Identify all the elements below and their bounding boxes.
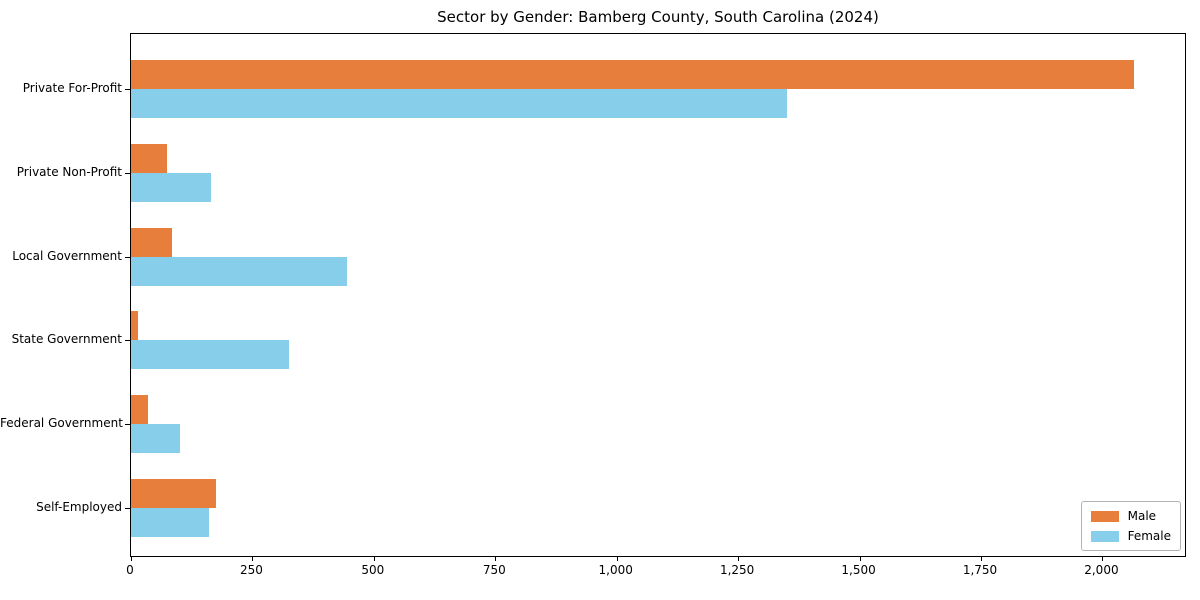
ytick-label-state-government: State Government [11,332,122,347]
bar-male-private-non-profit [131,143,168,173]
xtick-label-0: 0 [126,563,134,577]
xtick-mark-1,250 [738,557,740,561]
xtick-label-1,000: 1,000 [598,563,633,577]
bar-female-local-government [131,256,348,286]
xtick-label-750: 750 [482,563,506,577]
legend-swatch-male [1090,510,1119,522]
ytick-label-local-government: Local Government [12,248,122,263]
ytick-mark-state-government [125,340,130,342]
xtick-label-1,750: 1,750 [962,563,998,577]
ytick-label-federal-government: Federal Government [0,416,123,431]
xtick-mark-1,500 [859,557,861,561]
bar-female-private-non-profit [131,172,212,202]
xtick-mark-2,000 [1102,557,1104,561]
bar-female-state-government [131,340,289,370]
legend-row-male: Male [1090,509,1171,523]
xtick-mark-250 [252,557,254,561]
xtick-mark-1,000 [616,557,618,561]
xtick-label-1,500: 1,500 [841,563,876,577]
xtick-mark-1,750 [981,557,982,561]
xtick-label-500: 500 [361,563,385,577]
ytick-label-self-employed: Self-Employed [36,500,122,514]
xtick-label-1,250: 1,250 [719,563,755,577]
xtick-mark-0 [131,557,132,561]
legend-label-male: Male [1127,509,1157,523]
legend: Male Female [1080,501,1181,551]
chart-title: Sector by Gender: Bamberg County, South … [437,8,879,26]
legend-label-female: Female [1127,529,1171,543]
bar-male-federal-government [131,395,148,425]
xtick-mark-500 [373,557,375,561]
bar-male-state-government [131,311,139,341]
ytick-mark-private-for-profit [125,89,130,90]
bar-male-local-government [131,227,173,257]
xtick-label-250: 250 [239,563,263,577]
bar-male-private-for-profit [131,60,1134,89]
bar-male-self-employed [131,479,216,508]
bar-female-federal-government [131,424,180,454]
ytick-mark-local-government [125,256,130,258]
ytick-mark-federal-government [125,424,130,426]
xtick-mark-750 [495,557,497,561]
bar-female-self-employed [131,508,209,537]
ytick-label-private-for-profit: Private For-Profit [22,81,122,95]
bar-female-private-for-profit [131,89,787,118]
ytick-mark-self-employed [125,508,130,509]
xtick-label-2,000: 2,000 [1084,563,1119,577]
legend-swatch-female [1090,530,1119,542]
legend-row-female: Female [1090,529,1171,543]
ytick-label-private-non-profit: Private Non-Profit [16,164,122,179]
plot-area: Male Female [125,33,1186,561]
ytick-mark-private-non-profit [125,172,130,174]
